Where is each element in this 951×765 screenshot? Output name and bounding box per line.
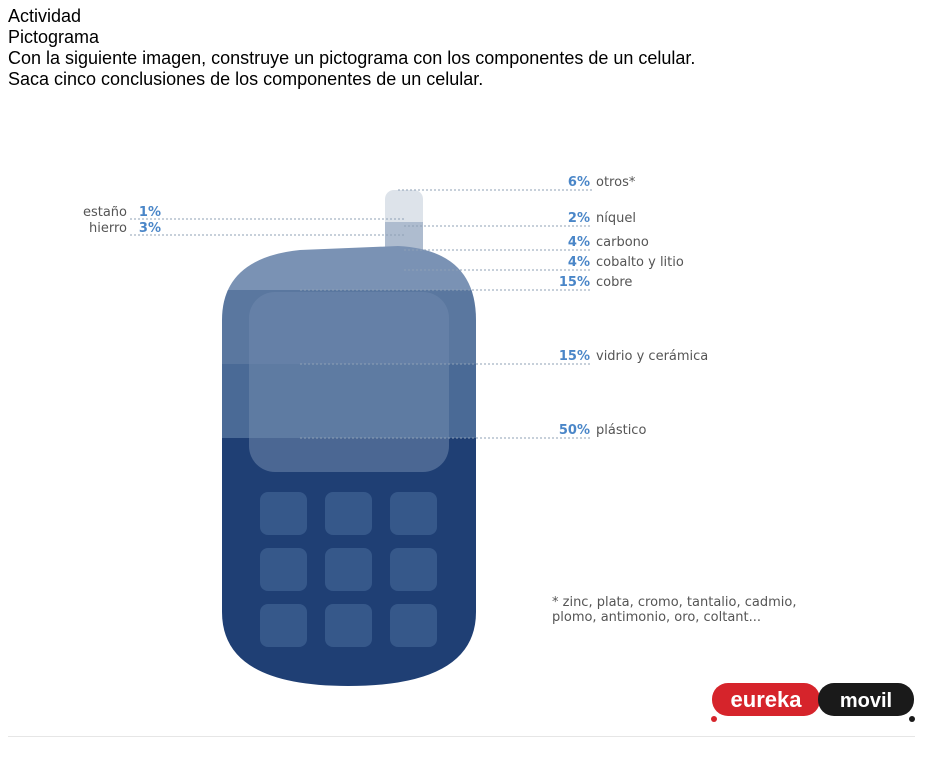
- leader-lines: [130, 189, 592, 439]
- component-label: estaño: [83, 205, 127, 220]
- percent-label: 15%: [559, 349, 590, 364]
- eureka-movil-logo: eureka movil: [711, 683, 915, 722]
- component-label: cobalto y litio: [596, 255, 684, 270]
- instruction-line-3: Con la siguiente imagen, construye un pi…: [8, 48, 696, 68]
- footnote-line-2: plomo, antimonio, oro, coltant...: [552, 610, 761, 625]
- instruction-line-2: Pictograma: [8, 27, 100, 47]
- percent-label: 6%: [568, 175, 590, 190]
- percent-label: 50%: [559, 423, 590, 438]
- percent-label: 3%: [139, 221, 161, 236]
- phone-key: [390, 548, 437, 591]
- percent-label: 1%: [139, 205, 161, 220]
- phone-screen: [249, 292, 449, 472]
- logo-dot: [711, 716, 717, 722]
- percent-label: 2%: [568, 211, 590, 226]
- phone-key: [260, 492, 307, 535]
- phone-key: [260, 604, 307, 647]
- component-label: hierro: [89, 221, 127, 236]
- phone-key: [325, 548, 372, 591]
- footnote-line-1: * zinc, plata, cromo, tantalio, cadmio,: [552, 595, 796, 610]
- component-label: carbono: [596, 235, 649, 250]
- component-label: níquel: [596, 211, 636, 226]
- phone-body: [222, 190, 476, 686]
- phone-key: [325, 492, 372, 535]
- phone-key: [325, 604, 372, 647]
- component-label: cobre: [596, 275, 632, 290]
- percent-label: 4%: [568, 255, 590, 270]
- component-label: plástico: [596, 423, 646, 438]
- component-label: otros*: [596, 175, 636, 190]
- phone-key: [390, 604, 437, 647]
- component-label: vidrio y cerámica: [596, 349, 708, 364]
- band-top: [222, 246, 476, 292]
- logo-right-pill: [818, 683, 914, 716]
- percent-label: 4%: [568, 235, 590, 250]
- instruction-line-4: Saca cinco conclusiones de los component…: [8, 69, 484, 89]
- percent-label: 15%: [559, 275, 590, 290]
- logo-dot: [909, 716, 915, 722]
- bottom-divider: [8, 736, 915, 737]
- logo-left-text: eureka: [731, 687, 803, 712]
- phone-key: [260, 548, 307, 591]
- logo-right-text: movil: [840, 690, 892, 712]
- instructions: Actividad Pictograma Con la siguiente im…: [8, 6, 695, 90]
- phone-key: [390, 492, 437, 535]
- logo-left-pill: [712, 683, 820, 716]
- component-labels: 6% otros* 2% níquel 4% carbono 4% cobalto y lit…: [83, 175, 708, 438]
- instruction-line-1: Actividad: [8, 6, 82, 26]
